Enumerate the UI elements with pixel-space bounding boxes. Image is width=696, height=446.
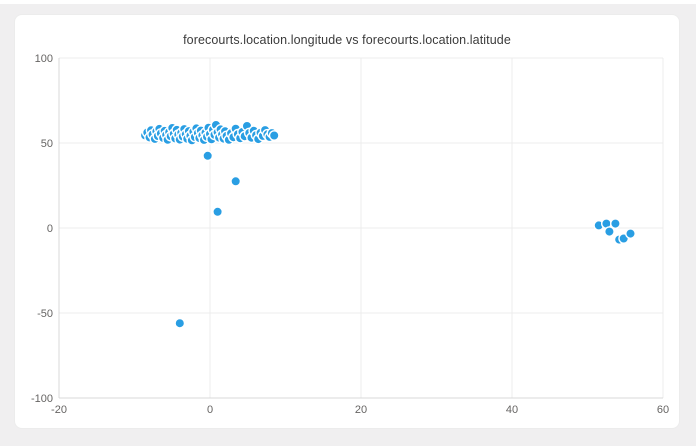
scatter-plot-area[interactable]: 100 50 0 -50 -100-20 0 20 40 60 (15, 15, 679, 428)
data-point[interactable] (230, 175, 242, 187)
y-tick-label: 50 (41, 138, 53, 150)
y-tick-label: 0 (47, 223, 53, 235)
y-tick-label: 100 (35, 53, 53, 65)
x-tick-label: 0 (207, 404, 213, 416)
x-tick-label: 40 (506, 404, 518, 416)
x-tick-label: 60 (657, 404, 669, 416)
data-point[interactable] (625, 228, 636, 240)
data-point[interactable] (202, 150, 214, 162)
data-point[interactable] (268, 130, 280, 141)
y-tick-label: -50 (37, 308, 53, 320)
data-point[interactable] (174, 317, 186, 329)
top-strip (0, 0, 696, 4)
data-point[interactable] (610, 218, 621, 230)
data-point[interactable] (604, 226, 615, 238)
chart-title: forecourts.location.longitude vs forecou… (183, 33, 511, 47)
chart-card: forecourts.location.longitude vs forecou… (14, 14, 680, 429)
y-tick-label: -100 (31, 393, 53, 405)
data-point[interactable] (212, 206, 224, 218)
x-tick-label: -20 (51, 404, 67, 416)
x-tick-label: 20 (355, 404, 367, 416)
